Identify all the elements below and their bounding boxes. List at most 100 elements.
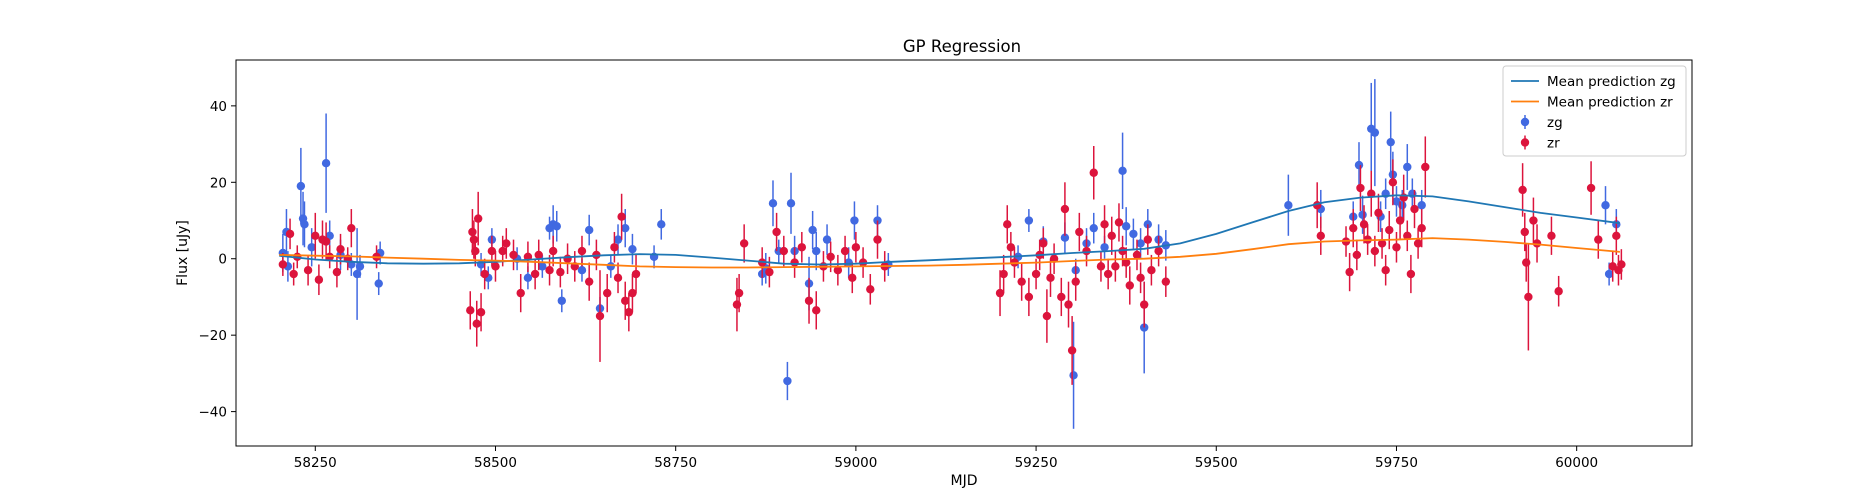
- data-point: [1374, 208, 1383, 218]
- data-point: [466, 306, 475, 315]
- data-point: [480, 269, 489, 279]
- legend-marker-swatch: [1520, 117, 1530, 127]
- data-point: [1524, 292, 1533, 302]
- data-point: [732, 300, 742, 309]
- data-point: [1388, 178, 1398, 187]
- data-point: [1069, 371, 1078, 380]
- legend-item: zg: [1520, 115, 1563, 131]
- data-point: [812, 246, 821, 256]
- legend-item: Mean prediction zg: [1511, 74, 1676, 90]
- data-point: [1089, 168, 1098, 177]
- data-point: [1617, 260, 1626, 269]
- mean-prediction-line: [279, 237, 1620, 269]
- data-point: [804, 296, 814, 305]
- legend-marker-swatch: [1520, 138, 1530, 147]
- data-point: [1060, 233, 1070, 242]
- data-point: [1125, 281, 1134, 290]
- data-point: [768, 199, 778, 208]
- data-point: [278, 260, 288, 269]
- legend-label: zr: [1547, 136, 1560, 152]
- data-point: [797, 243, 807, 252]
- data-point: [1060, 204, 1070, 214]
- data-point: [332, 267, 342, 277]
- data-point: [1381, 265, 1390, 275]
- data-point: [285, 229, 295, 239]
- data-point: [1349, 223, 1358, 233]
- x-axis-ticks: 58250 58500 58750 59000 59250 59500 59750 60000: [294, 446, 1598, 471]
- data-point: [603, 288, 612, 298]
- data-point: [610, 243, 619, 252]
- data-point: [289, 269, 298, 279]
- data-point: [584, 225, 594, 235]
- data-point: [1064, 300, 1073, 309]
- data-point: [1139, 300, 1149, 309]
- plot-area: [278, 79, 1626, 429]
- data-point: [1417, 223, 1426, 233]
- data-point: [1006, 243, 1016, 252]
- data-point: [1071, 277, 1080, 286]
- data-point: [296, 181, 306, 191]
- data-point: [812, 306, 821, 315]
- data-point: [848, 273, 857, 283]
- data-point: [628, 244, 637, 254]
- data-point: [300, 220, 309, 229]
- data-point: [613, 273, 623, 283]
- data-point: [1132, 250, 1142, 260]
- x-axis-label: MJD: [951, 473, 978, 489]
- data-point: [577, 265, 587, 275]
- x-tick-label: 58250: [294, 455, 337, 471]
- data-point: [1410, 204, 1419, 214]
- data-point: [491, 262, 500, 271]
- y-tick-label: 40: [210, 99, 227, 115]
- data-point: [808, 225, 817, 235]
- data-point: [851, 243, 861, 252]
- data-point: [1039, 239, 1048, 248]
- legend-item: Mean prediction zr: [1511, 95, 1673, 111]
- data-point: [779, 246, 789, 256]
- data-point: [1118, 166, 1127, 176]
- data-point: [473, 214, 483, 223]
- data-point: [545, 265, 554, 275]
- data-point: [1031, 269, 1041, 279]
- data-point: [516, 288, 525, 298]
- data-point: [1147, 265, 1156, 275]
- legend-label: Mean prediction zr: [1547, 95, 1673, 111]
- data-point: [577, 246, 587, 256]
- data-point: [631, 269, 641, 279]
- data-point: [355, 262, 365, 271]
- series-zg: [278, 79, 1621, 429]
- data-point: [1082, 246, 1091, 256]
- data-point: [1111, 262, 1120, 271]
- data-point: [739, 239, 749, 248]
- data-point: [498, 246, 507, 256]
- data-point: [1417, 201, 1426, 210]
- data-point: [1100, 220, 1109, 229]
- data-point: [850, 216, 859, 225]
- legend-label: zg: [1547, 115, 1563, 131]
- data-point: [1118, 246, 1127, 256]
- x-tick-label: 58750: [654, 455, 697, 471]
- data-point: [1403, 231, 1412, 241]
- data-point: [311, 231, 320, 241]
- data-point: [487, 246, 497, 256]
- data-point: [1395, 216, 1405, 225]
- x-tick-label: 59250: [1015, 455, 1058, 471]
- data-point: [1089, 223, 1098, 233]
- data-point: [374, 279, 383, 288]
- y-axis-ticks: −40 −20 0 20 40: [199, 99, 236, 421]
- data-point: [1586, 183, 1596, 193]
- data-point: [833, 265, 843, 275]
- data-point: [530, 269, 540, 279]
- data-point: [534, 250, 543, 260]
- data-point: [468, 227, 477, 237]
- data-point: [1594, 235, 1603, 244]
- data-point: [1612, 231, 1621, 241]
- data-point: [1356, 183, 1365, 193]
- data-point: [1370, 128, 1380, 137]
- data-point: [347, 223, 356, 233]
- data-point: [352, 269, 362, 279]
- data-point: [621, 296, 630, 305]
- data-point: [1601, 201, 1610, 210]
- data-point: [1421, 162, 1430, 172]
